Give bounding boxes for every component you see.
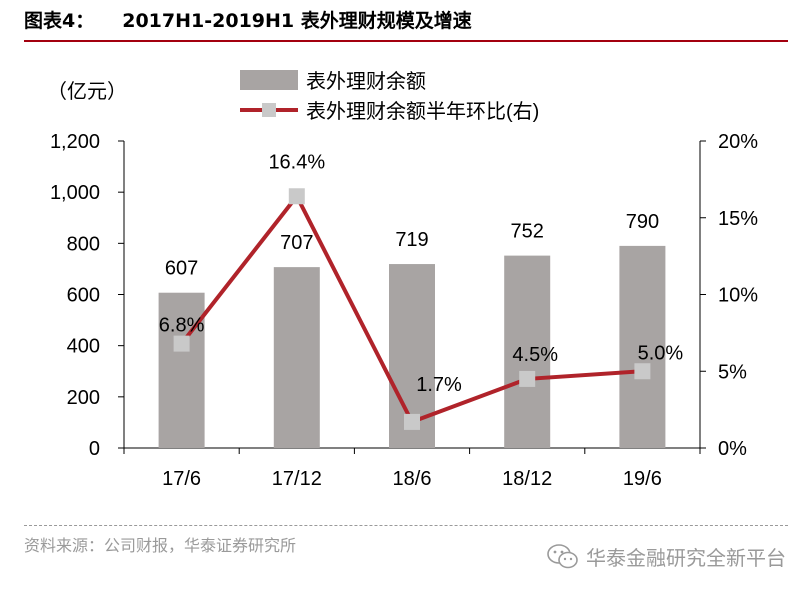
left-axis-tick-label: 400 [67, 336, 100, 358]
line-marker [634, 363, 651, 380]
legend-label-line: 表外理财余额半年环比(右) [306, 100, 539, 123]
figure-title: 图表4： 2017H1-2019H1 表外理财规模及增速 [24, 6, 784, 36]
bar [504, 255, 551, 448]
bar-data-label: 707 [280, 232, 313, 254]
watermark: 华泰金融研究全新平台 [546, 542, 786, 571]
source-divider [24, 525, 788, 527]
figure-number: 图表4： [24, 10, 95, 32]
legend-swatch-marker [262, 103, 276, 117]
line-marker [173, 335, 190, 352]
watermark-text: 华泰金融研究全新平台 [586, 546, 786, 570]
left-axis-tick-label: 1,200 [50, 131, 100, 153]
line-data-label: 6.8% [159, 315, 205, 337]
line-data-label: 16.4% [268, 151, 325, 173]
bar [158, 292, 205, 448]
x-axis-tick-label: 17/12 [272, 468, 322, 490]
right-axis-tick-label: 15% [718, 208, 758, 230]
bar-data-label: 790 [626, 211, 659, 233]
y-axis-unit-label: （亿元） [47, 80, 127, 103]
left-axis-tick-label: 200 [67, 387, 100, 409]
left-axis-tick-label: 1,000 [50, 182, 100, 204]
title-rule [24, 40, 788, 42]
x-axis-tick-label: 18/12 [502, 468, 552, 490]
x-axis-tick-label: 17/6 [162, 468, 201, 490]
figure-title-text: 2017H1-2019H1 表外理财规模及增速 [122, 10, 472, 32]
line-marker [519, 370, 536, 387]
right-axis-tick-label: 5% [718, 361, 747, 383]
source-note: 资料来源：公司财报，华泰证券研究所 [24, 536, 297, 555]
legend-label-bar: 表外理财余额 [306, 70, 426, 93]
line-data-label: 1.7% [416, 374, 462, 396]
bar-data-label: 607 [165, 258, 198, 280]
left-axis-tick-label: 0 [89, 438, 100, 460]
line-marker [404, 413, 420, 430]
x-axis-tick-label: 18/6 [393, 468, 432, 490]
left-axis-tick-label: 600 [67, 285, 100, 307]
left-axis-tick-label: 800 [67, 233, 100, 255]
right-axis-tick-label: 10% [718, 285, 758, 307]
bar-data-label: 752 [511, 221, 544, 243]
bar-data-label: 719 [395, 229, 428, 251]
wechat-icon [547, 543, 578, 568]
right-axis-tick-label: 20% [718, 131, 758, 153]
legend-swatch-bar [240, 70, 298, 90]
bar [619, 245, 666, 448]
bar [273, 267, 320, 448]
x-axis-tick-label: 19/6 [623, 468, 662, 490]
line-data-label: 4.5% [512, 344, 558, 366]
line-data-label: 5.0% [638, 342, 684, 364]
line-marker [288, 188, 305, 205]
right-axis-tick-label: 0% [718, 438, 747, 460]
